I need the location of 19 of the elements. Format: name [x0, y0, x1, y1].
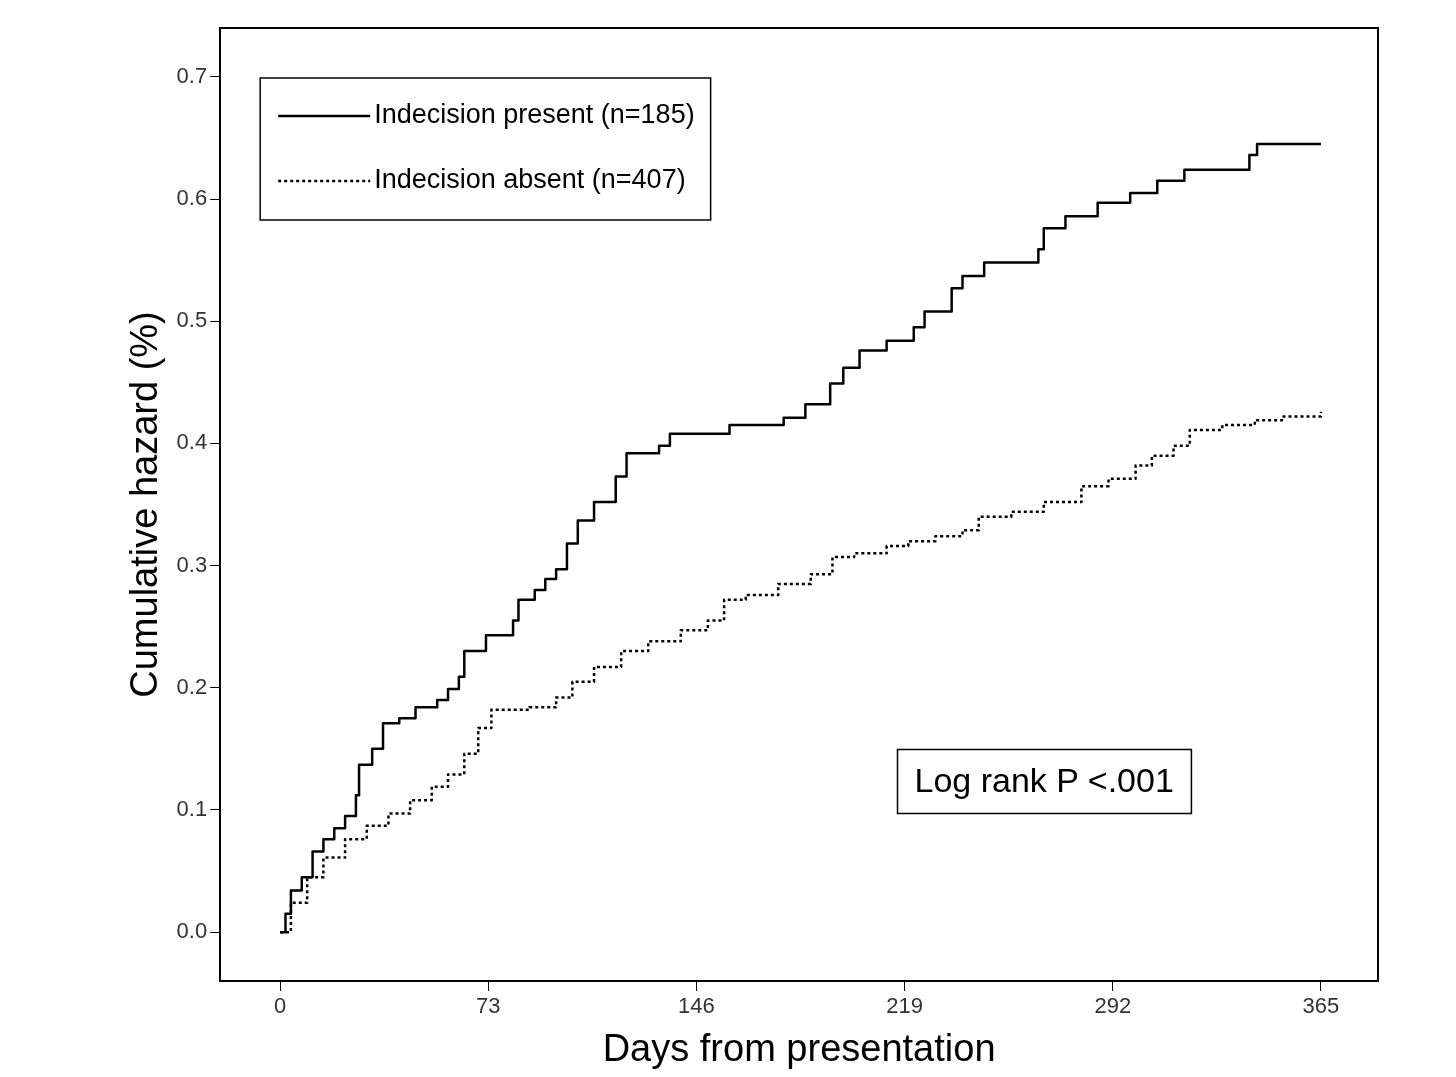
y-tick-label: 0.4	[176, 429, 208, 455]
annotation: Log rank P <.001	[914, 760, 1174, 799]
y-tick-label: 0.1	[176, 796, 208, 822]
legend-label: Indecision present (n=185)	[374, 99, 695, 130]
x-tick-label: 0	[273, 993, 287, 1019]
x-tick-label: 219	[886, 993, 923, 1019]
x-axis-title: Days from presentation	[602, 1026, 996, 1069]
y-tick-label: 0.3	[176, 551, 208, 577]
x-tick-label: 73	[476, 993, 501, 1019]
legend-label: Indecision absent (n=407)	[374, 164, 686, 195]
x-tick-label: 146	[678, 993, 715, 1019]
y-tick-label: 0.7	[176, 62, 208, 88]
y-tick-label: 0.2	[176, 673, 208, 699]
x-tick-label: 292	[1094, 993, 1132, 1019]
y-axis-title: Cumulative hazard (%)	[123, 311, 166, 698]
y-tick-label: 0.0	[176, 918, 208, 944]
y-tick-label: 0.5	[176, 307, 208, 333]
x-tick-label: 365	[1302, 993, 1340, 1019]
y-tick-label: 0.6	[176, 185, 208, 211]
